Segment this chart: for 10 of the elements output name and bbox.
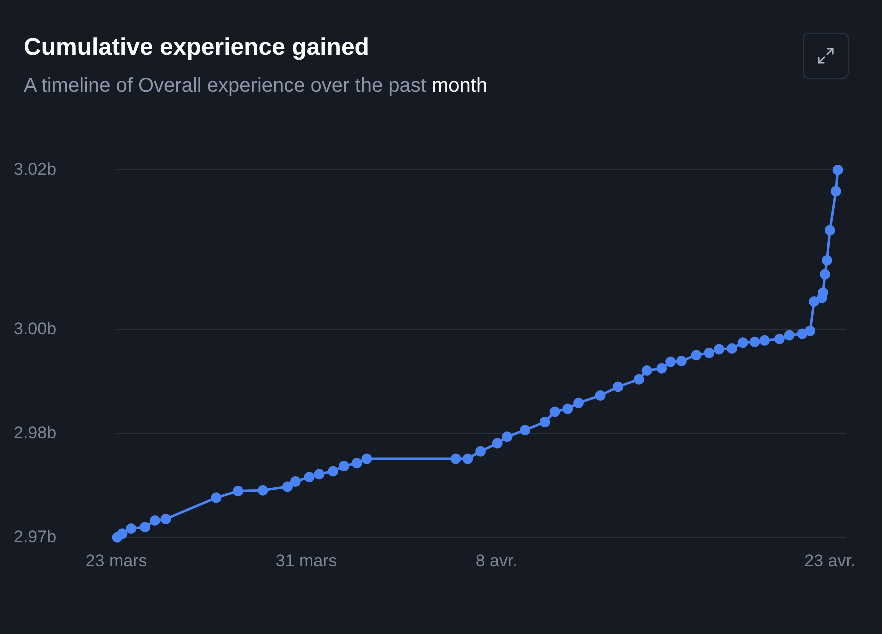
x-tick-label: 23 avr. [804, 551, 856, 570]
x-tick-label: 31 mars [276, 551, 338, 570]
chart-subtitle: A timeline of Overall experience over the past month [24, 75, 488, 98]
chart-title: Cumulative experience gained [24, 34, 370, 62]
y-tick-label: 2.97b [14, 527, 57, 546]
x-tick-label: 23 mars [86, 551, 148, 570]
y-tick-label: 3.02b [14, 160, 57, 179]
y-tick-label: 2.98b [14, 424, 57, 443]
y-tick-label: 3.00b [14, 319, 57, 338]
x-tick-label: 8 avr. [476, 551, 518, 570]
